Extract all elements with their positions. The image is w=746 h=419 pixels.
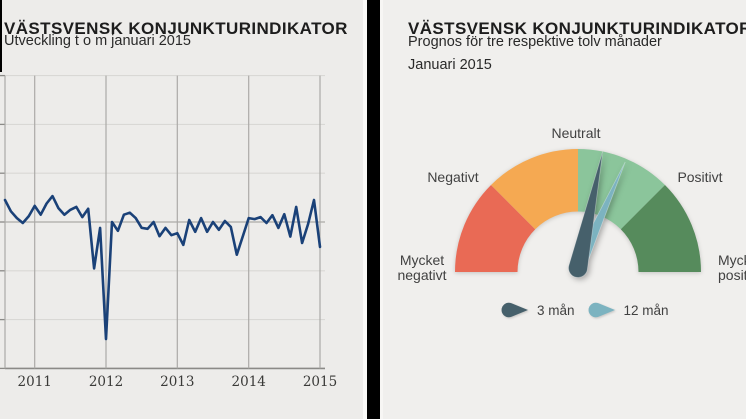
gauge-label-mycket-negativt: Mycket negativt <box>397 252 447 283</box>
panel-gap <box>363 0 367 419</box>
gauge-segment <box>491 149 578 230</box>
gauge-legend: 3 mån 12 mån <box>501 301 669 319</box>
gauge-label-positivt: Positivt <box>677 169 723 185</box>
left-panel: VÄSTSVENSK KONJUNKTURINDIKATOR Utvecklin… <box>0 0 363 419</box>
indicator-line-series <box>3 194 322 341</box>
gauge-chart <box>455 149 701 278</box>
left-edge-notch <box>0 0 2 72</box>
legend-item-3man: 3 mån <box>501 301 575 319</box>
right-panel-subtitle-1: Prognos för tre respektive tolv månader <box>408 34 662 50</box>
left-panel-subtitle: Utveckling t o m januari 2015 <box>4 33 191 49</box>
left-panel-title: VÄSTSVENSK KONJUNKTURINDIKATOR <box>4 19 348 39</box>
x-tick-label: 2012 <box>89 374 123 390</box>
right-panel-subtitle-2: Januari 2015 <box>408 57 492 73</box>
gauge-label-mycket-positivt: Mycket positivt <box>718 252 746 283</box>
x-tick-label: 2013 <box>160 374 194 390</box>
gauge-needles <box>568 151 626 278</box>
right-panel-title: VÄSTSVENSK KONJUNKTURINDIKATOR <box>408 19 746 39</box>
needle-12man-icon <box>588 302 615 318</box>
legend-label-12man: 12 mån <box>623 302 669 318</box>
legend-item-12man: 12 mån <box>588 301 669 319</box>
gauge-segment <box>455 185 536 272</box>
needle-3man-icon <box>501 302 528 318</box>
panel-divider <box>367 0 380 419</box>
gauge-label-negativt: Negativt <box>427 169 479 185</box>
gauge-needle-3mån <box>568 151 604 278</box>
x-tick-label: 2014 <box>232 374 266 390</box>
line-chart: 2011 2012 2013 2014 2015 <box>0 74 337 390</box>
line-chart-grid <box>0 74 325 370</box>
x-tick-label: 2011 <box>18 374 52 390</box>
x-tick-label: 2015 <box>303 374 337 390</box>
legend-label-3man: 3 mån <box>537 302 575 318</box>
gauge-segment <box>620 185 701 272</box>
gauge-label-neutralt: Neutralt <box>551 125 601 141</box>
right-panel: VÄSTSVENSK KONJUNKTURINDIKATOR Prognos f… <box>380 0 746 419</box>
